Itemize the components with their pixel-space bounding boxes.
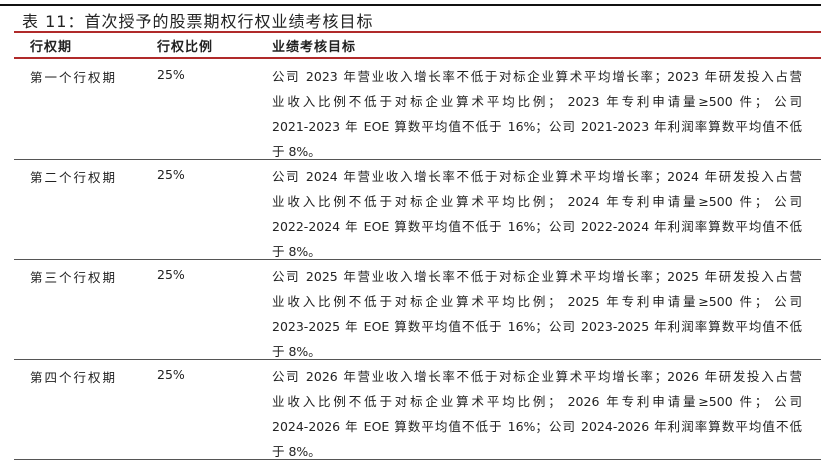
table-row: 第二个行权期 25% 公司 2024 年营业收入增长率不低于对标企业算术平均增长… xyxy=(14,159,821,260)
target-line: 业收入比例不低于对标企业算术平均比例； 2026 年专利申请量≥500 件； 公… xyxy=(272,394,802,409)
period-cell: 第二个行权期 xyxy=(30,170,118,185)
header-period: 行权期 xyxy=(30,40,73,55)
target-line: 于 8%。 xyxy=(272,244,321,259)
target-line: 公司 2025 年营业收入增长率不低于对标企业算术平均增长率；2025 年研发投… xyxy=(272,269,802,284)
target-cell: 公司 2023 年营业收入增长率不低于对标企业算术平均增长率；2023 年研发投… xyxy=(272,64,802,164)
target-cell: 公司 2024 年营业收入增长率不低于对标企业算术平均增长率；2024 年研发投… xyxy=(272,164,802,264)
ratio-cell: 25% xyxy=(157,367,185,382)
target-line: 于 8%。 xyxy=(272,444,321,459)
table-row: 第四个行权期 25% 公司 2026 年营业收入增长率不低于对标企业算术平均增长… xyxy=(14,359,821,460)
header-top-rule xyxy=(14,31,821,33)
target-line: 2024-2026 年 EOE 算数平均值不低于 16%；公司 2024-202… xyxy=(272,419,802,434)
target-line: 2023-2025 年 EOE 算数平均值不低于 16%；公司 2023-202… xyxy=(272,319,802,334)
target-line: 公司 2024 年营业收入增长率不低于对标企业算术平均增长率；2024 年研发投… xyxy=(272,169,802,184)
top-rule xyxy=(0,4,821,6)
target-cell: 公司 2025 年营业收入增长率不低于对标企业算术平均增长率；2025 年研发投… xyxy=(272,264,802,364)
target-line: 业收入比例不低于对标企业算术平均比例； 2024 年专利申请量≥500 件； 公… xyxy=(272,194,802,209)
ratio-cell: 25% xyxy=(157,67,185,82)
target-line: 业收入比例不低于对标企业算术平均比例； 2023 年专利申请量≥500 件； 公… xyxy=(272,94,802,109)
target-line: 2021-2023 年 EOE 算数平均值不低于 16%；公司 2021-202… xyxy=(272,119,802,134)
table-row: 第一个行权期 25% 公司 2023 年营业收入增长率不低于对标企业算术平均增长… xyxy=(14,59,821,160)
period-cell: 第三个行权期 xyxy=(30,270,118,285)
ratio-cell: 25% xyxy=(157,167,185,182)
target-cell: 公司 2026 年营业收入增长率不低于对标企业算术平均增长率；2026 年研发投… xyxy=(272,364,802,464)
table-row: 第三个行权期 25% 公司 2025 年营业收入增长率不低于对标企业算术平均增长… xyxy=(14,259,821,360)
ratio-cell: 25% xyxy=(157,267,185,282)
target-line: 于 8%。 xyxy=(272,344,321,359)
header-target: 业绩考核目标 xyxy=(272,40,357,55)
target-line: 于 8%。 xyxy=(272,144,321,159)
period-cell: 第一个行权期 xyxy=(30,70,118,85)
period-cell: 第四个行权期 xyxy=(30,370,118,385)
target-line: 2022-2024 年 EOE 算数平均值不低于 16%；公司 2022-202… xyxy=(272,219,802,234)
table-title: 表 11：首次授予的股票期权行权业绩考核目标 xyxy=(22,12,374,31)
target-line: 业收入比例不低于对标企业算术平均比例； 2025 年专利申请量≥500 件； 公… xyxy=(272,294,802,309)
header-ratio: 行权比例 xyxy=(157,40,214,55)
target-line: 公司 2026 年营业收入增长率不低于对标企业算术平均增长率；2026 年研发投… xyxy=(272,369,802,384)
target-line: 公司 2023 年营业收入增长率不低于对标企业算术平均增长率；2023 年研发投… xyxy=(272,69,802,84)
header-bottom-rule xyxy=(14,57,821,59)
